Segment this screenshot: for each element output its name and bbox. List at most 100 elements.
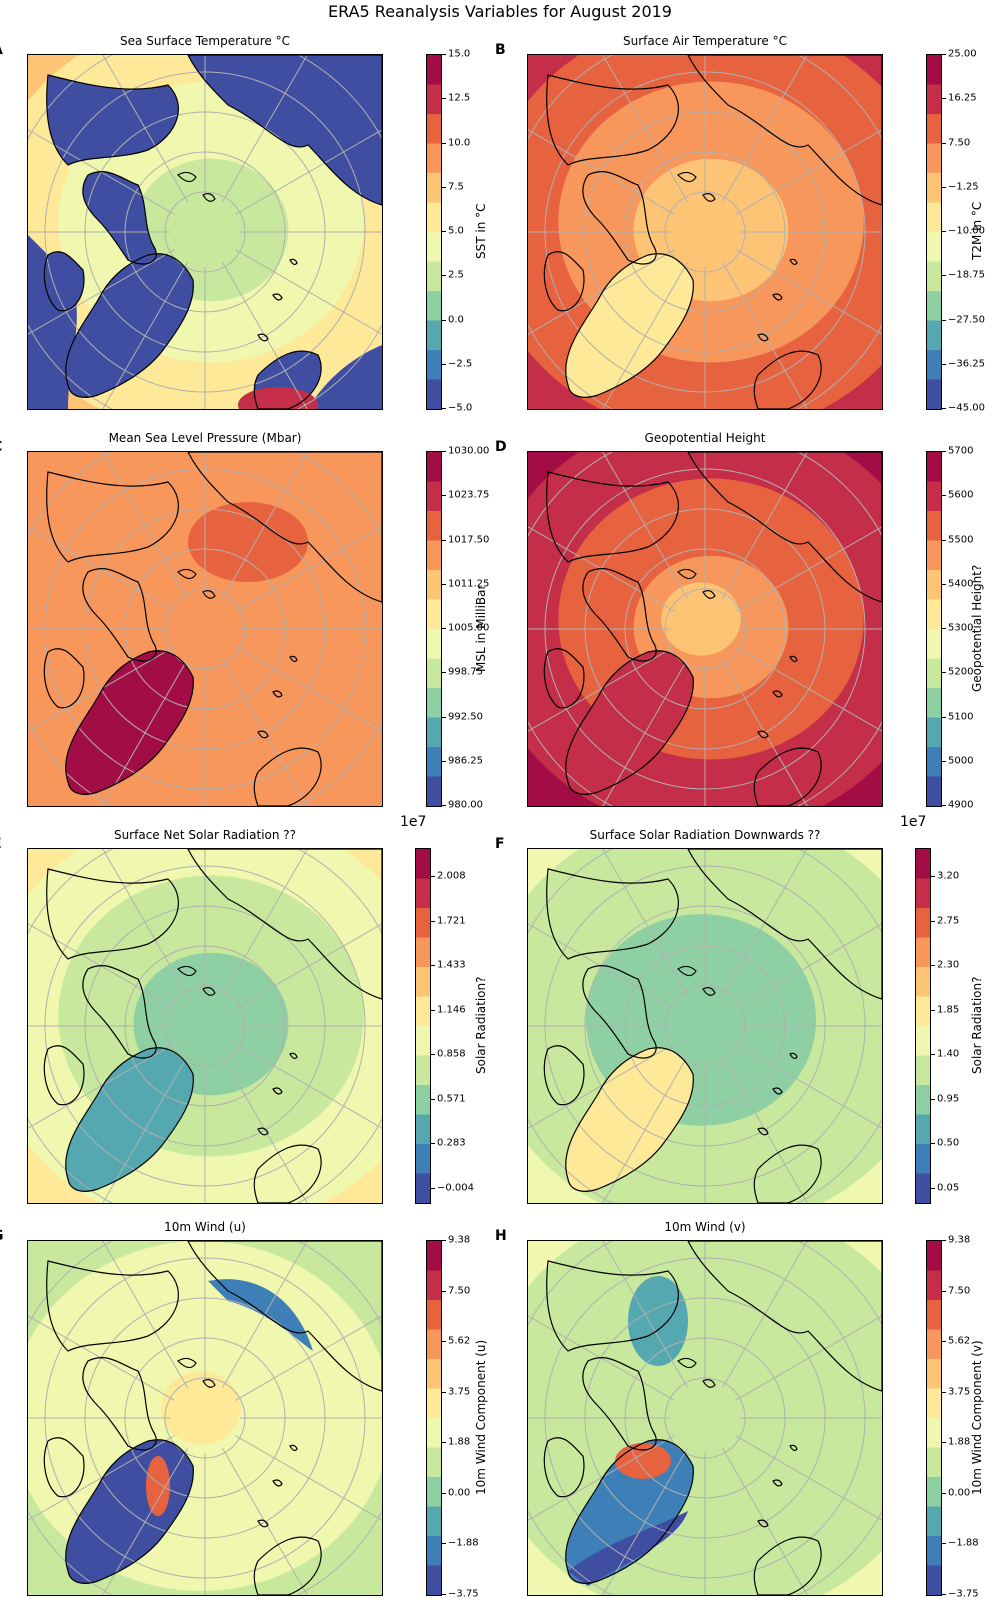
panel-letter: C [0,439,2,455]
polar-map [527,848,883,1204]
colorbar-tick-label: 3.75 [448,1386,471,1398]
colorbar-label: MSL in MilliBar [474,584,488,672]
panel-title: Surface Net Solar Radiation ?? [113,828,297,842]
colorbar-label: 10m Wind Component (u) [474,1339,488,1495]
colorbar-tick-label: 5700 [948,445,974,457]
colorbar-tick-label: 1005.00 [448,622,490,634]
colorbar-label: T2M in °C [970,201,984,260]
colorbar-tick-label: 9.38 [948,1234,971,1246]
colorbar-multiplier: 1e7 [900,814,927,830]
panel-letter: F [495,836,505,852]
polar-map [527,451,883,807]
panel-c: C Mean Sea Level Pressure (Mbar) 1030.00 10… [0,425,500,825]
colorbar-tick-label: 9.38 [448,1234,471,1246]
colorbar-tick-label: 0.00 [948,1487,971,1499]
colorbar-label: SST in °C [474,203,488,259]
panel-f: F Surface Solar Radiation Downwards ?? 3.2… [495,814,1000,1222]
colorbar-tick-label: 3.20 [937,870,960,882]
colorbar [426,54,442,410]
colorbar-tick-label: 5.62 [448,1335,471,1347]
colorbar [415,848,431,1204]
polar-map [27,54,383,410]
colorbar-tick-label: 12.5 [448,92,471,104]
field-contours [28,849,382,1203]
panel-letter: G [0,1228,4,1244]
colorbar-tick-label: 25.00 [948,48,977,60]
colorbar-tick-label: −2.5 [448,358,473,370]
panel-title: Geopotential Height [644,431,766,445]
colorbar-tick-label: 7.50 [948,1285,971,1297]
colorbar-tick-label: 1.88 [448,1436,471,1448]
field-contours [28,1241,382,1595]
panel-a: A Sea Surface Temperature °C 15.0 12.5 10.0 7… [0,28,500,428]
colorbar-label: 10m Wind Component (v) [970,1339,984,1495]
colorbar-tick-label: 5100 [948,711,974,722]
colorbar-tick-label: −18.75 [948,269,986,281]
colorbar-tick-label: 3.75 [948,1386,971,1398]
colorbar-tick-label: 15.0 [448,48,471,60]
panel-title: Surface Solar Radiation Downwards ?? [589,828,821,842]
field-contours [528,1241,882,1595]
colorbar [926,1240,942,1596]
field-contours [528,55,882,409]
colorbar-tick-label: −3.75 [448,1588,479,1600]
colorbar-tick-label: 7.50 [948,137,971,148]
colorbar-tick-label: 16.25 [948,92,977,104]
colorbar-tick-label: −36.25 [948,358,986,370]
colorbar-tick-label: 10.0 [448,137,471,148]
colorbar-multiplier: 1e7 [400,814,427,830]
panel-h: H 10m Wind (v) 9.38 7.50 5.62 3.75 1.88 0.00 −1.… [495,1214,1000,1614]
panel-letter: A [0,42,3,58]
colorbar-tick-label: 1.88 [948,1436,971,1448]
colorbar-tick-label: 2.5 [448,269,464,281]
colorbar-tick-label: 1011.25 [448,578,490,590]
panel-g: G 10m Wind (u) 9.38 7.50 5.62 3.75 1.88 0.00 −1.… [0,1214,500,1614]
colorbar-tick-label: 980.00 [448,799,483,811]
panel-letter: D [495,439,507,455]
colorbar-tick-label: 0.00 [448,1487,471,1499]
colorbar-tick-label: −1.25 [948,181,979,193]
colorbar-tick-label: 986.25 [448,755,483,767]
polar-map [27,451,383,807]
colorbar [926,54,942,410]
colorbar-tick-label: 0.858 [437,1048,466,1060]
colorbar [926,451,942,807]
colorbar-tick-label: 1023.75 [448,489,490,501]
colorbar-tick-label: 0.571 [437,1093,466,1105]
panel-title: Surface Air Temperature °C [622,34,788,48]
field-contours [528,452,882,806]
panel-title: Mean Sea Level Pressure (Mbar) [108,431,302,445]
colorbar-tick-label: 7.50 [448,1285,471,1297]
colorbar-tick-label: 5400 [948,578,974,590]
polar-map [27,1240,383,1596]
panel-title: Sea Surface Temperature °C [120,34,290,48]
panel-title: 10m Wind (v) [664,1220,746,1234]
colorbar-tick-label: −0.004 [437,1182,475,1194]
colorbar-tick-label: −1.88 [948,1537,979,1549]
colorbar-tick-label: 992.50 [448,711,483,722]
colorbar-tick-label: 5600 [948,489,974,501]
field-contours [528,849,882,1203]
panel-letter: H [495,1228,507,1244]
colorbar-tick-label: −1.88 [448,1537,479,1549]
colorbar-tick-label: 5.0 [448,225,464,237]
colorbar-tick-label: 5.62 [948,1335,971,1347]
colorbar-tick-label: 4900 [948,799,974,811]
colorbar-tick-label: −10.00 [948,225,986,237]
field-contours [28,452,382,806]
colorbar-tick-label: −45.00 [948,402,986,414]
colorbar-tick-label: 2.008 [437,870,466,882]
colorbar-tick-label: 1.40 [937,1048,960,1060]
colorbar-tick-label: 7.5 [448,181,464,193]
polar-map [527,1240,883,1596]
colorbar-tick-label: 5300 [948,622,974,634]
colorbar-tick-label: 0.50 [937,1137,960,1149]
colorbar-tick-label: 2.30 [937,959,960,971]
colorbar [915,848,931,1204]
panel-letter: E [0,836,2,852]
figure-title: ERA5 Reanalysis Variables for August 201… [328,2,672,21]
colorbar-tick-label: 2.75 [937,915,960,927]
polar-map [27,848,383,1204]
colorbar [426,451,442,807]
panel-letter: B [495,42,506,58]
